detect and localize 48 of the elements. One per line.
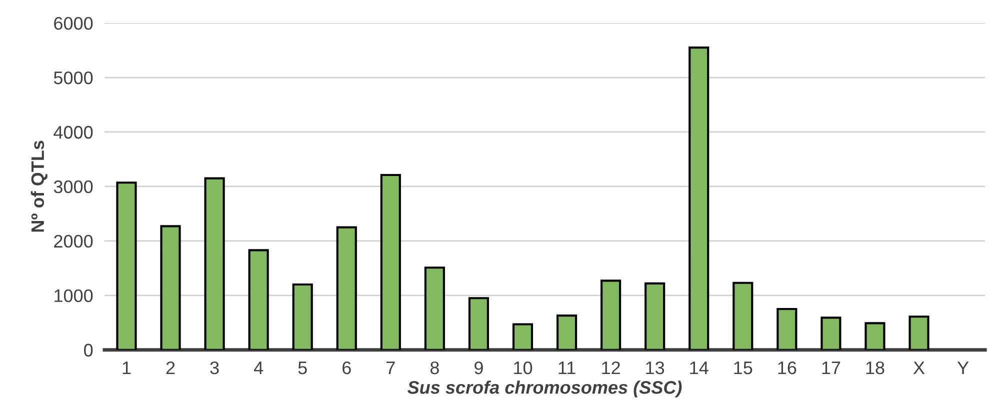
x-tick-label: Y [957, 362, 969, 374]
x-tick-label: 16 [778, 361, 796, 374]
x-tick-label: 1 [122, 362, 131, 374]
x-tick-label: 11 [558, 362, 576, 374]
y-axis-title: Nº of QTLs [30, 140, 48, 232]
x-tick-label: 7 [386, 362, 395, 374]
x-tick-label: X [913, 362, 925, 374]
y-tick-label: 5000 [54, 71, 93, 84]
bar [204, 177, 225, 350]
x-tick-label: 18 [866, 361, 884, 374]
bar [556, 314, 578, 350]
x-tick-label: 12 [602, 361, 620, 374]
y-tick-label: 0 [84, 344, 93, 357]
bar [380, 174, 401, 350]
bar [600, 280, 622, 350]
x-tick-label: 17 [822, 362, 840, 374]
bar [336, 226, 357, 350]
bar [908, 316, 930, 350]
x-axis-title: Sus scrofa chromosomes (SSC) [408, 380, 682, 398]
bar [864, 322, 886, 350]
x-tick-label: 3 [210, 361, 219, 374]
bar [468, 297, 490, 350]
y-tick-label: 3000 [54, 180, 93, 194]
bar [512, 323, 534, 350]
x-tick-label: 10 [514, 361, 532, 374]
y-tick-label: 6000 [54, 16, 93, 30]
bar [292, 283, 313, 350]
bar [160, 225, 181, 350]
x-tick-label: 15 [734, 362, 752, 374]
bar [732, 282, 754, 350]
bar [248, 249, 269, 350]
x-tick-label: 4 [254, 362, 264, 374]
x-tick-label: 2 [166, 361, 175, 374]
y-tick-label: 1000 [54, 289, 93, 302]
x-tick-label: 6 [342, 361, 351, 374]
x-tick-label: 8 [430, 361, 439, 374]
bar [424, 266, 445, 350]
bar [116, 182, 137, 350]
bar [688, 46, 710, 350]
x-tick-label: 13 [646, 361, 664, 374]
x-tick-label: 5 [298, 362, 307, 374]
bar [644, 282, 666, 350]
bar [776, 308, 798, 350]
y-tick-label: 4000 [54, 126, 93, 139]
x-tick-label: 9 [474, 361, 483, 374]
x-tick-label: 14 [690, 362, 708, 374]
y-tick-label: 2000 [54, 234, 93, 248]
bar [820, 316, 842, 350]
